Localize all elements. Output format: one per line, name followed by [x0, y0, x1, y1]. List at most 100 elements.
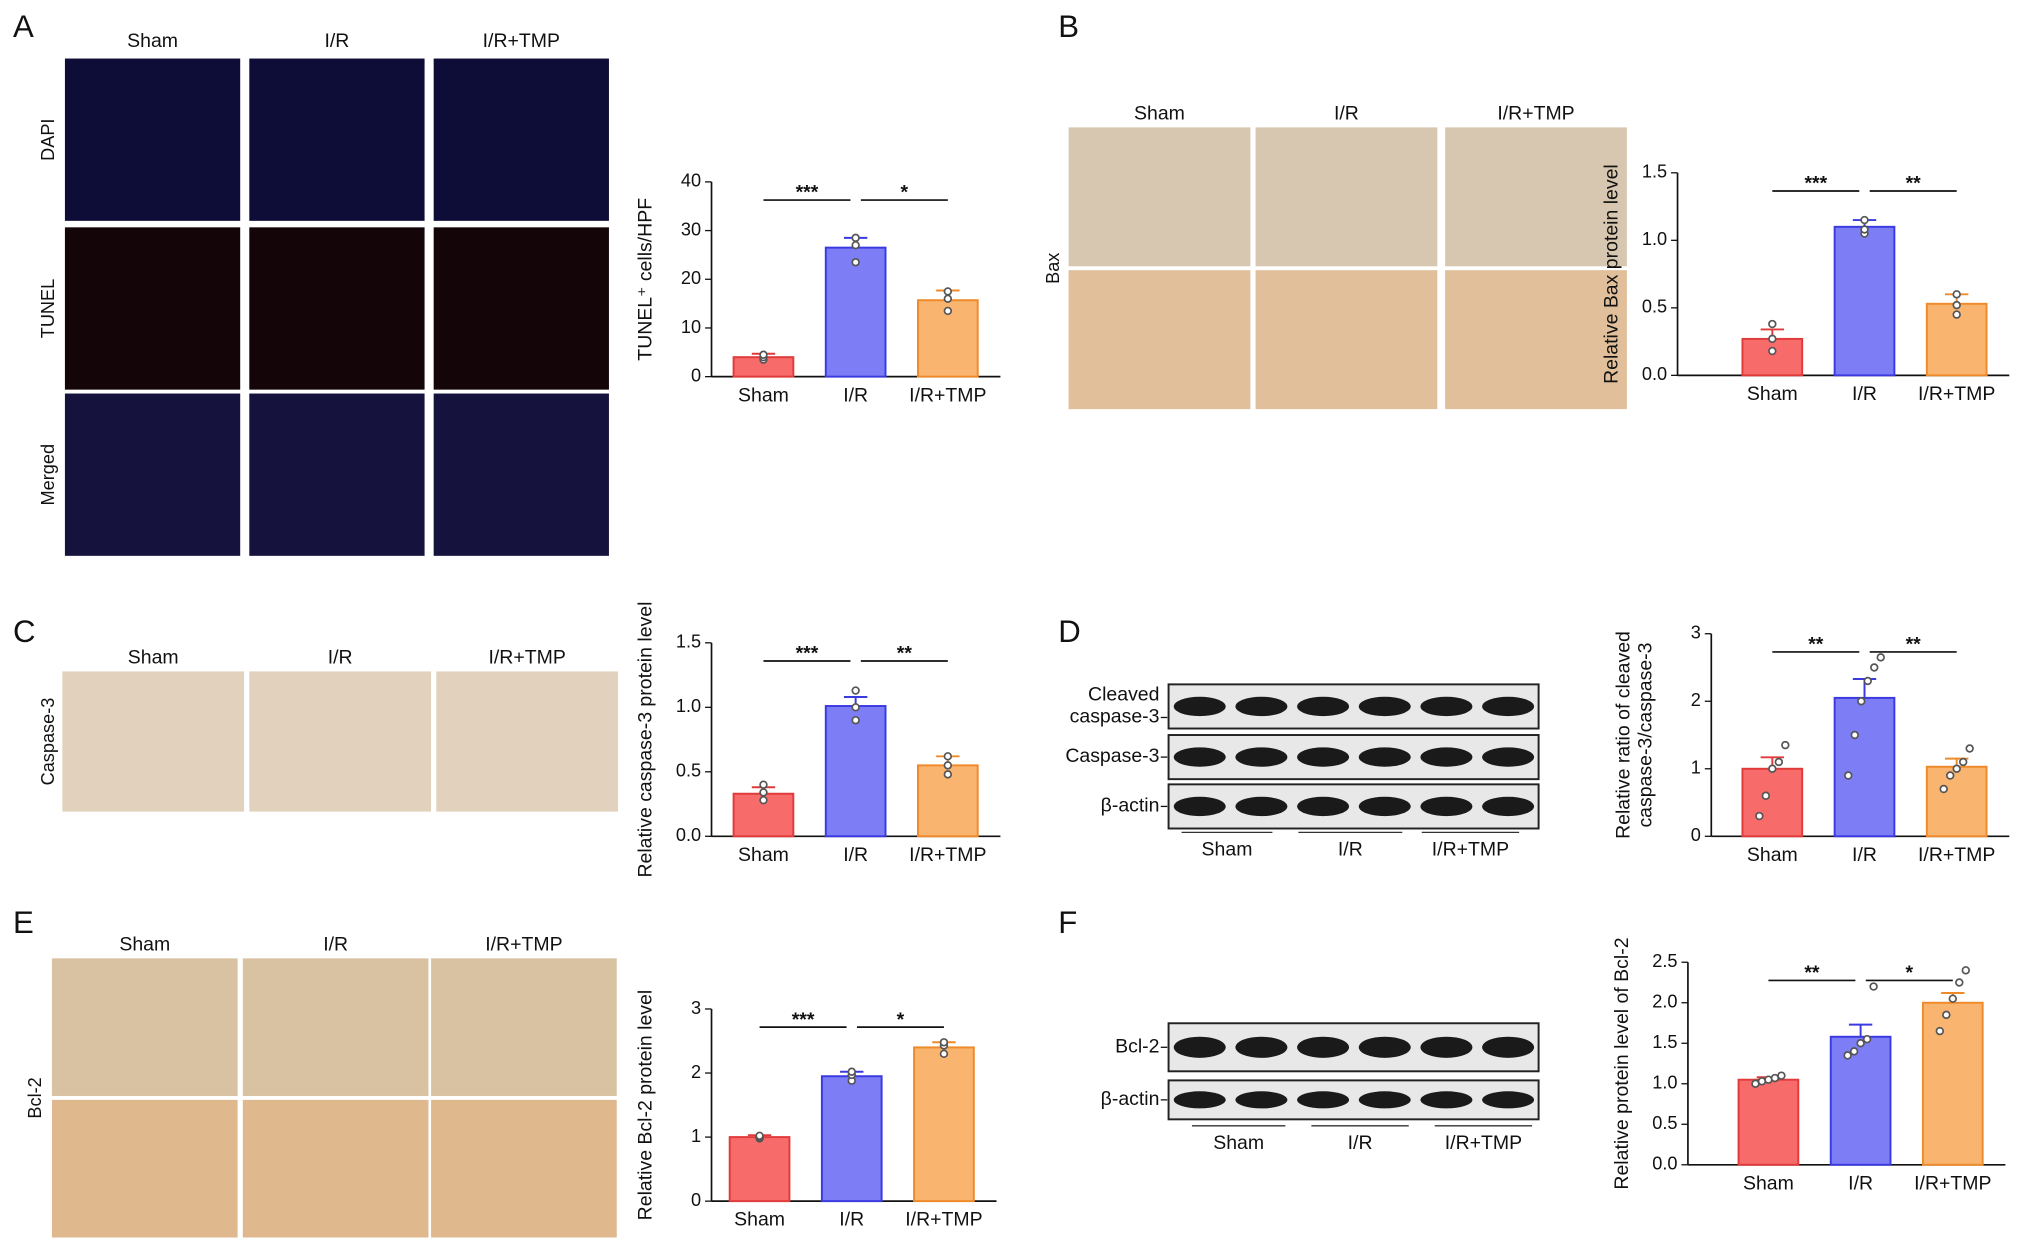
panel-letter: C — [13, 614, 36, 649]
significance-label: * — [901, 182, 909, 204]
blot-band — [1358, 1091, 1411, 1109]
data-point — [1952, 764, 1961, 773]
blot-band — [1173, 1036, 1226, 1058]
bar — [1829, 1035, 1892, 1166]
blot-band — [1482, 747, 1535, 767]
data-point — [939, 1049, 949, 1059]
group-label: I/R — [1338, 839, 1363, 861]
bar — [820, 1075, 883, 1203]
data-point — [1870, 663, 1879, 672]
blot-label: caspase-3 — [1070, 706, 1160, 728]
data-point — [1849, 1047, 1859, 1056]
data-point — [943, 752, 953, 761]
blot-row — [1167, 783, 1540, 830]
significance-label: *** — [1804, 173, 1827, 195]
blot-band — [1420, 796, 1473, 817]
blot-label: Cleaved — [1088, 684, 1159, 706]
data-point — [851, 703, 860, 712]
x-tick-label: I/R — [843, 844, 868, 866]
blot-band — [1358, 1036, 1411, 1058]
data-point — [1768, 346, 1777, 356]
y-tick-label: 10 — [681, 317, 701, 337]
significance-label: * — [1906, 962, 1914, 984]
data-point — [759, 350, 768, 359]
y-tick-label: 1.5 — [1642, 162, 1667, 182]
y-tick-label: 1.5 — [1652, 1032, 1677, 1052]
blot-band — [1482, 1036, 1535, 1058]
data-point — [851, 715, 860, 725]
blot-band — [1482, 1091, 1535, 1109]
group-label: Sham — [1213, 1132, 1264, 1154]
group-label: Sham — [1202, 839, 1253, 861]
bar — [824, 705, 887, 838]
data-point — [759, 780, 768, 789]
y-tick-label: 0.0 — [1642, 364, 1667, 384]
data-point — [943, 306, 953, 316]
column-label: I/R+TMP — [485, 933, 562, 955]
data-point — [759, 788, 768, 797]
micrograph — [1445, 270, 1627, 410]
significance-label: *** — [796, 182, 819, 204]
data-point — [1955, 978, 1964, 987]
column-label: Sham — [127, 30, 178, 52]
column-label: Sham — [128, 647, 179, 669]
micrograph — [64, 58, 241, 221]
significance-label: ** — [1808, 634, 1824, 656]
data-point — [1860, 225, 1869, 234]
blot-band — [1297, 696, 1350, 717]
blot-band — [1420, 1091, 1473, 1109]
micrograph — [436, 671, 619, 812]
blot-band — [1235, 1036, 1288, 1058]
data-point — [943, 770, 953, 779]
blot-band — [1297, 1036, 1350, 1058]
data-point — [851, 233, 860, 243]
micrograph — [249, 393, 425, 556]
micrograph — [1068, 270, 1251, 410]
row-label: TUNEL — [38, 279, 58, 339]
x-tick-label: Sham — [738, 384, 789, 406]
data-point — [1856, 1039, 1865, 1048]
column-label: I/R — [328, 647, 353, 669]
blot-band — [1235, 747, 1288, 767]
data-point — [851, 258, 860, 267]
significance-label: ** — [1804, 962, 1820, 984]
data-point — [1768, 334, 1777, 344]
blot-band — [1358, 796, 1411, 817]
column-label: I/R — [1334, 103, 1359, 125]
x-tick-label: I/R+TMP — [909, 844, 986, 866]
y-tick-label: 3 — [1691, 623, 1701, 643]
blot-band — [1297, 747, 1350, 767]
data-point — [1862, 1034, 1872, 1044]
y-tick-label: 0 — [691, 365, 701, 385]
blot-band — [1235, 796, 1288, 817]
blot-band — [1297, 1091, 1350, 1109]
data-point — [1768, 319, 1777, 329]
blot-band — [1173, 1091, 1226, 1109]
significance-label: ** — [1906, 634, 1922, 656]
blot-band — [1482, 696, 1535, 717]
micrograph — [64, 227, 241, 390]
data-point — [851, 686, 860, 695]
data-point — [847, 1067, 856, 1076]
blot-row — [1167, 683, 1540, 730]
x-tick-label: I/R+TMP — [1918, 844, 1995, 866]
significance-label: * — [897, 1009, 905, 1031]
data-point — [1777, 1071, 1786, 1080]
data-point — [1942, 1010, 1951, 1020]
blot-label: β-actin — [1101, 1088, 1160, 1110]
data-point — [1965, 744, 1974, 753]
data-point — [1761, 791, 1771, 800]
blot-band — [1235, 1091, 1288, 1109]
data-point — [1781, 740, 1790, 750]
blot-label: Caspase-3 — [1065, 745, 1159, 767]
data-point — [1850, 730, 1859, 740]
bar — [1921, 1001, 1984, 1166]
micrograph — [1255, 127, 1438, 267]
micrograph — [242, 958, 429, 1096]
x-tick-label: Sham — [1743, 1172, 1794, 1194]
row-label: DAPI — [38, 119, 58, 161]
bar — [824, 246, 887, 378]
data-point — [1948, 994, 1958, 1003]
x-tick-label: I/R — [1852, 383, 1877, 405]
data-point — [851, 240, 860, 250]
